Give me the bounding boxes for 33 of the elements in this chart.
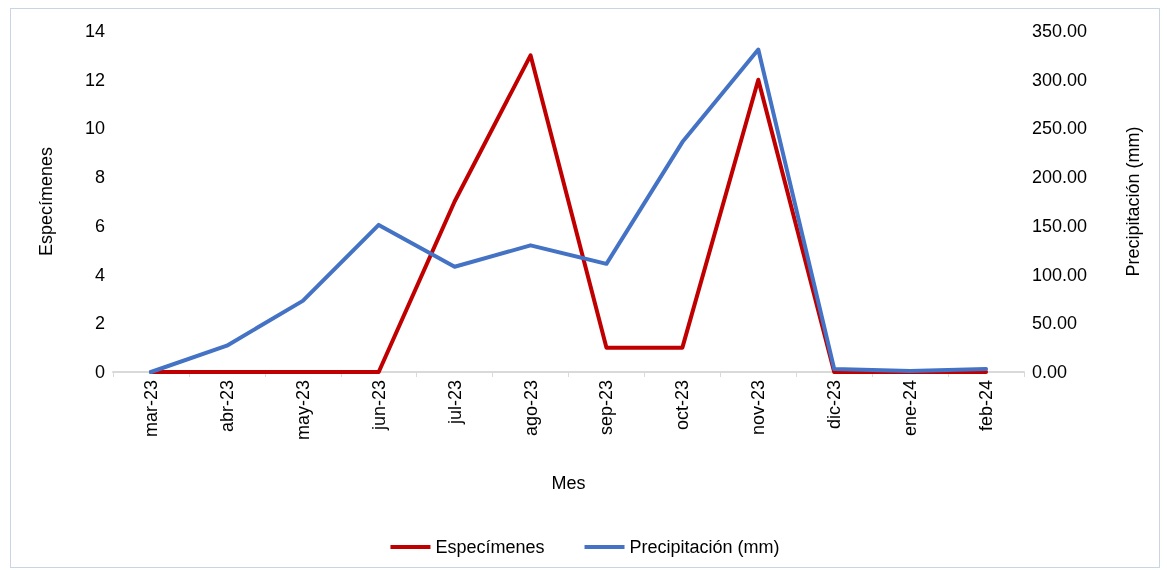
- x-tick-label: sep-23: [596, 380, 617, 436]
- y2-axis-title: Precipitación (mm): [1123, 126, 1143, 277]
- legend-label: Especímenes: [435, 537, 545, 557]
- y-tick-label: 6: [94, 215, 105, 236]
- x-tick-label: may-23: [292, 380, 313, 441]
- x-tick-label: jul-23: [444, 380, 465, 426]
- x-tick-label: jun-23: [368, 380, 389, 432]
- y2-tick-label: 350.00: [1032, 21, 1088, 41]
- x-tick-label: abr-23: [216, 380, 237, 433]
- x-tick-label: mar-23: [140, 380, 161, 438]
- y-tick-label: 4: [94, 264, 105, 285]
- y-tick-label: 2: [94, 313, 105, 334]
- y2-tick-label: 50.00: [1032, 313, 1078, 334]
- y-axis-title: Especímenes: [36, 146, 56, 257]
- x-tick-label: ago-23: [520, 380, 541, 437]
- y-tick-label: 0: [94, 362, 105, 382]
- y2-tick-label: 250.00: [1032, 118, 1088, 139]
- legend-label: Precipitación (mm): [629, 537, 780, 557]
- y-tick-label: 12: [84, 69, 105, 90]
- y2-tick-label: 150.00: [1032, 215, 1088, 236]
- x-tick-label: oct-23: [672, 380, 693, 431]
- x-tick-label: nov-23: [748, 380, 769, 436]
- y2-tick-label: 300.00: [1032, 69, 1088, 90]
- x-tick-label: ene-24: [900, 380, 921, 437]
- y2-tick-label: 0.00: [1032, 362, 1068, 382]
- y2-tick-label: 100.00: [1032, 264, 1088, 285]
- y-tick-label: 10: [84, 118, 105, 139]
- x-tick-label: dic-23: [824, 380, 845, 430]
- y2-tick-label: 200.00: [1032, 167, 1088, 188]
- x-tick-label: feb-24: [976, 380, 997, 432]
- y-tick-label: 14: [84, 21, 105, 41]
- x-axis-title: Mes: [551, 473, 586, 493]
- y-tick-label: 8: [94, 167, 105, 188]
